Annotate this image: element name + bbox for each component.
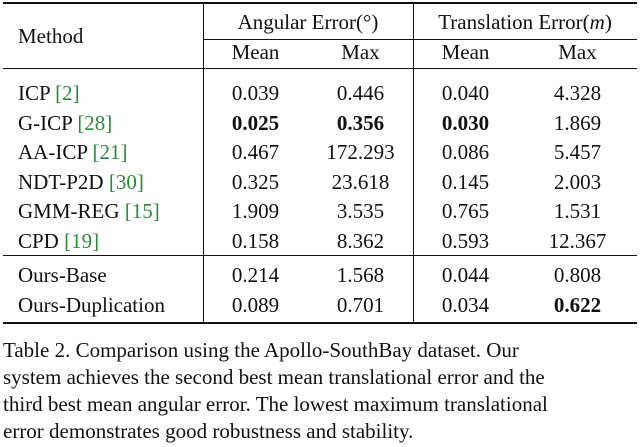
row-method-name: ICP [2]	[18, 81, 80, 105]
citation-link[interactable]: [28]	[77, 111, 113, 135]
bottom-rule	[3, 322, 637, 324]
table-cell: 23.618	[331, 170, 390, 194]
column-divider-1	[203, 3, 204, 323]
row-method-name: CPD [19]	[18, 229, 100, 253]
row-method-name: AA-ICP [21]	[18, 140, 128, 164]
row-method-name: GMM-REG [15]	[18, 199, 160, 223]
caption-line: third best mean angular error. The lowes…	[3, 392, 548, 416]
subheader-angular-mean: Mean	[231, 40, 280, 64]
table-cell: 0.701	[336, 293, 385, 317]
table-cell: 0.044	[441, 263, 490, 287]
table-caption: Table 2. Comparison using the Apollo-Sou…	[3, 337, 637, 445]
table-cell: 0.039	[231, 81, 280, 105]
table-cell: 0.356	[336, 111, 385, 135]
subheader-angular-max: Max	[341, 40, 380, 64]
row-method-name: Ours-Base	[18, 263, 107, 287]
citation-link[interactable]: [2]	[55, 81, 80, 105]
citation-link[interactable]: [30]	[108, 170, 144, 194]
table-cell: 1.531	[553, 199, 602, 223]
row-method-name: Ours-Duplication	[18, 293, 165, 317]
table-cell: 0.040	[441, 81, 490, 105]
table-cell: 2.003	[553, 170, 602, 194]
translation-error-header: Translation Error(m)	[438, 10, 612, 34]
table-cell: 0.025	[231, 111, 280, 135]
table-cell: 0.446	[336, 81, 385, 105]
table-cell: 172.293	[326, 140, 395, 164]
table-cell: 0.214	[231, 263, 280, 287]
method-header: Method	[18, 24, 84, 48]
table-cell: 0.808	[553, 263, 602, 287]
header-rule	[3, 68, 637, 69]
table-cell: 8.362	[336, 229, 385, 253]
table-cell: 1.909	[231, 199, 280, 223]
subheader-rule	[203, 39, 637, 40]
table-cell: 12.367	[548, 229, 607, 253]
table-cell: 0.145	[441, 170, 490, 194]
subheader-translation-mean: Mean	[441, 40, 490, 64]
table-cell: 0.034	[441, 293, 490, 317]
subheader-translation-max: Max	[558, 40, 597, 64]
table-cell: 0.089	[231, 293, 280, 317]
table-cell: 0.030	[441, 111, 490, 135]
column-divider-2	[413, 3, 414, 323]
table-cell: 0.325	[231, 170, 280, 194]
row-method-name: NDT-P2D [30]	[18, 170, 144, 194]
table-cell: 0.622	[553, 293, 602, 317]
table-cell: 4.328	[553, 81, 602, 105]
table-cell: 0.467	[231, 140, 280, 164]
caption-line: system achieves the second best mean tra…	[3, 365, 545, 389]
caption-line: error demonstrates good robustness and s…	[3, 419, 414, 443]
row-method-name: G-ICP [28]	[18, 111, 113, 135]
angular-error-header: Angular Error(°)	[237, 10, 379, 34]
caption-line: Table 2. Comparison using the Apollo-Sou…	[3, 338, 519, 362]
table-cell: 1.869	[553, 111, 602, 135]
table-cell: 0.765	[441, 199, 490, 223]
table-cell: 0.086	[441, 140, 490, 164]
table-cell: 1.568	[336, 263, 385, 287]
table-cell: 0.158	[231, 229, 280, 253]
citation-link[interactable]: [15]	[124, 199, 160, 223]
top-rule	[3, 2, 637, 4]
citation-link[interactable]: [21]	[92, 140, 128, 164]
table-cell: 5.457	[553, 140, 602, 164]
table-cell: 3.535	[336, 199, 385, 223]
group-rule	[3, 255, 637, 256]
citation-link[interactable]: [19]	[64, 229, 100, 253]
table-cell: 0.593	[441, 229, 490, 253]
